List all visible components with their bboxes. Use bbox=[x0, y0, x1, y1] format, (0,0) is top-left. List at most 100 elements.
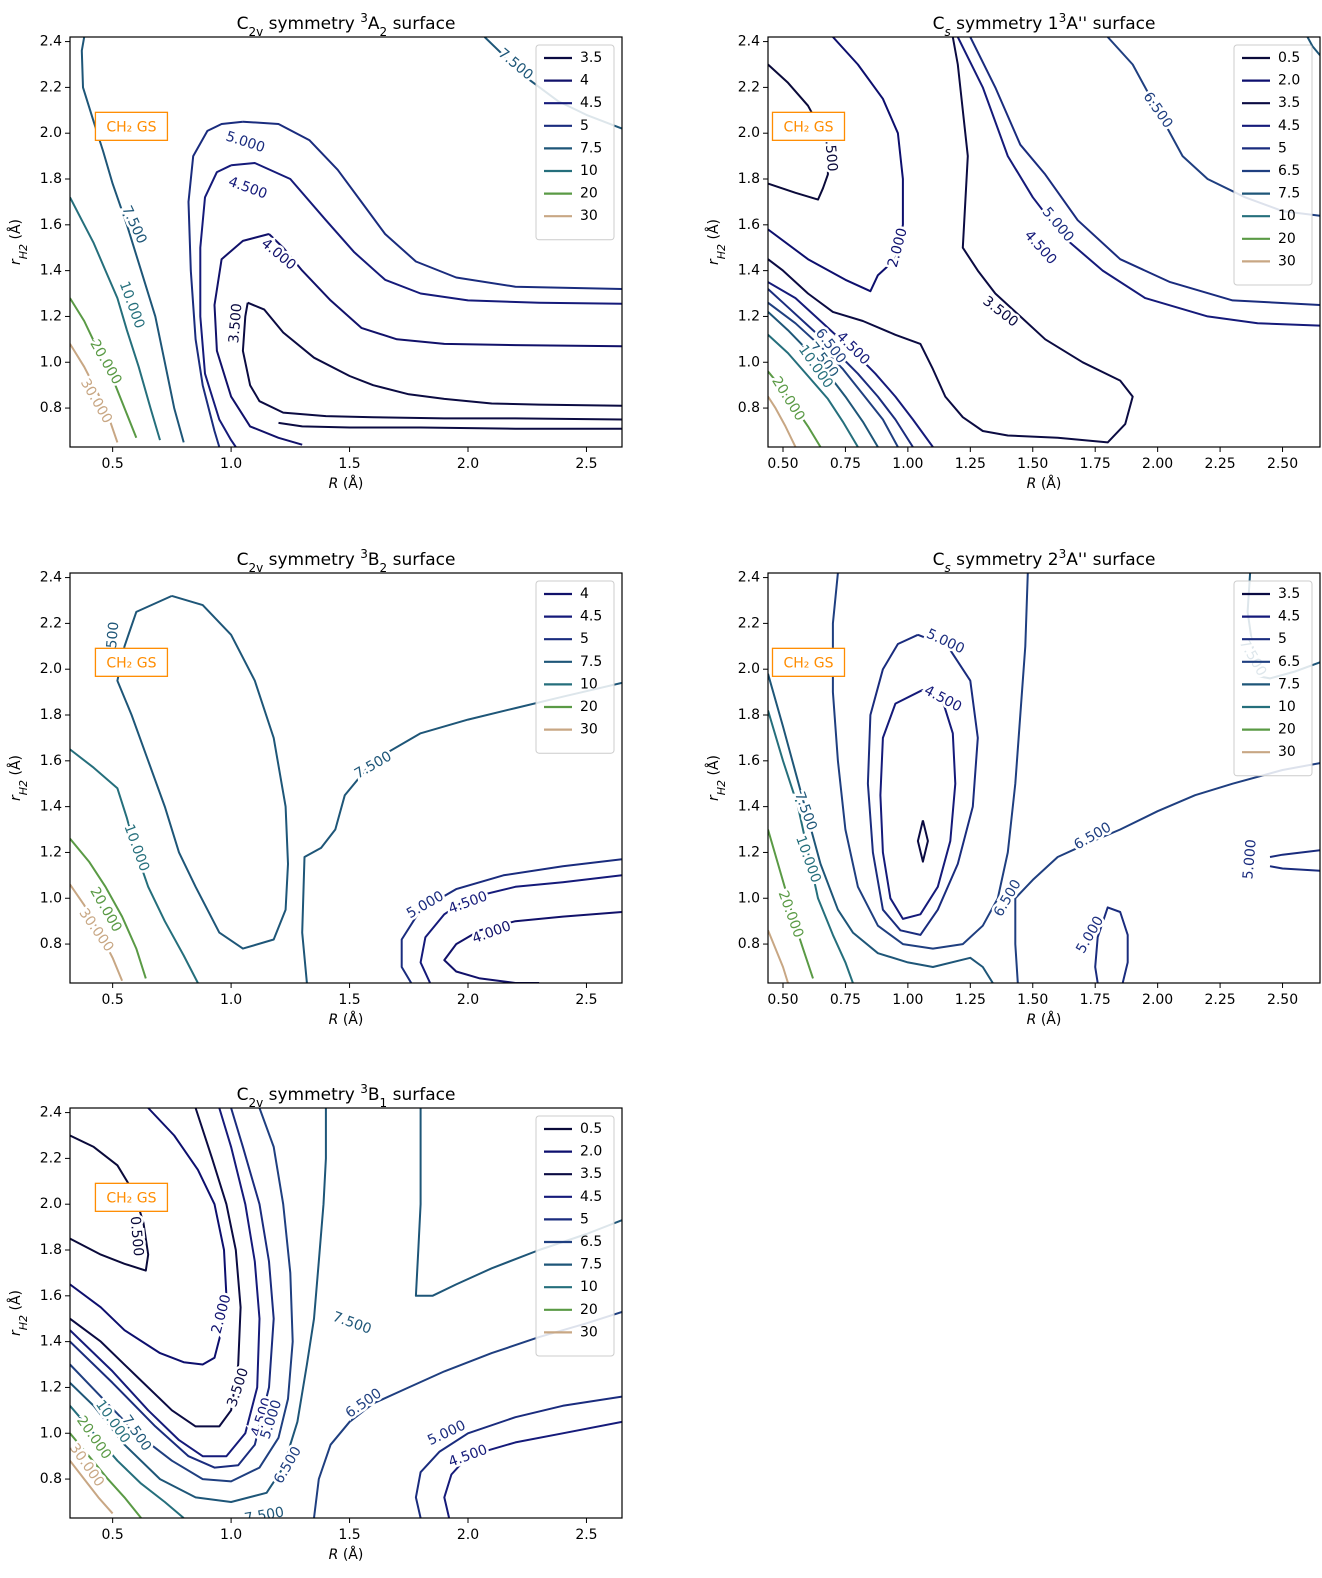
axes-frame bbox=[69, 572, 623, 984]
legend-entry: 4 bbox=[580, 73, 589, 89]
contour-line-level-3-5 bbox=[278, 421, 622, 430]
legend: 3.5 4.5 5 6.5 7.5 10 20 30 bbox=[1233, 580, 1313, 777]
legend-entry: 30 bbox=[580, 722, 598, 738]
x-tick-label: 1.5 bbox=[338, 456, 360, 472]
x-axis-label: R (Å) bbox=[329, 475, 364, 492]
contour-line-level-5 bbox=[1269, 865, 1320, 872]
ch2-gs-annotation: CH₂ GS bbox=[94, 111, 169, 141]
y-tick-label: 1.8 bbox=[40, 171, 62, 187]
contour-label: 7.500 bbox=[330, 1309, 373, 1338]
contour-line-level-7-5 bbox=[70, 1108, 327, 1503]
contour-label: 3.500 bbox=[224, 1366, 252, 1409]
y-tick-label: 1.6 bbox=[40, 1288, 62, 1304]
legend-entry: 4.5 bbox=[1278, 609, 1300, 625]
contour-line-level-6-5 bbox=[70, 1108, 294, 1483]
y-tick-label: 1.2 bbox=[40, 1379, 62, 1395]
legend-entry: 20 bbox=[580, 699, 598, 715]
contour-line-level-20 bbox=[70, 838, 147, 979]
contour-label: 6.500 bbox=[343, 1385, 385, 1421]
chart-title: C2v symmetry 3B1 surface bbox=[237, 1082, 456, 1110]
contour-line-level-5 bbox=[187, 120, 244, 447]
legend-entry: 6.5 bbox=[580, 1234, 602, 1250]
legend-entry: 10 bbox=[1278, 699, 1296, 715]
contour-line-level-10 bbox=[70, 748, 199, 983]
y-tick-label: 0.8 bbox=[738, 936, 760, 952]
contour-line-level-5 bbox=[400, 858, 622, 983]
legend-entry: 5 bbox=[580, 118, 589, 134]
y-tick-label: 1.8 bbox=[40, 1242, 62, 1258]
x-tick-label: 2.5 bbox=[575, 1527, 597, 1543]
legend-entry: 6.5 bbox=[1278, 654, 1300, 670]
x-tick-label: 2.50 bbox=[1267, 992, 1298, 1008]
legend-entry: 5 bbox=[1278, 140, 1287, 156]
annotation-label: CH₂ GS bbox=[106, 119, 156, 135]
contour-line-level-7-5 bbox=[1306, 37, 1320, 56]
y-tick-label: 2.2 bbox=[40, 79, 62, 95]
legend-entry: 7.5 bbox=[580, 140, 602, 156]
x-tick-label: 2.25 bbox=[1205, 456, 1236, 472]
legend-entry: 4 bbox=[580, 586, 589, 602]
legend-entry: 0.5 bbox=[580, 1121, 602, 1137]
x-tick-label: 2.0 bbox=[457, 456, 479, 472]
x-tick-label: 1.25 bbox=[955, 456, 986, 472]
contour-line-level-4-5 bbox=[956, 37, 1320, 327]
legend-entry: 3.5 bbox=[580, 50, 602, 66]
contour-line-level-4-5 bbox=[768, 281, 934, 447]
legend-entry: 20 bbox=[580, 1302, 598, 1318]
axes-frame bbox=[767, 36, 1321, 448]
contour-label: 5.000 bbox=[224, 129, 267, 157]
contour-label: 4.500 bbox=[921, 683, 964, 716]
contour-line-level-10 bbox=[70, 1405, 185, 1518]
legend-entry: 4.5 bbox=[580, 1189, 602, 1205]
y-tick-label: 0.8 bbox=[40, 1471, 62, 1487]
legend-entry: 30 bbox=[1278, 253, 1296, 269]
contour-line-level-2-0 bbox=[70, 1108, 228, 1366]
contour-label: 7.500 bbox=[118, 203, 149, 246]
panel-1: C2v symmetry 3A2 surface 3.500 4.000 4.500 5… bbox=[7, 11, 623, 492]
y-axis-label: rH2 (Å) bbox=[705, 755, 728, 801]
legend-entry: 10 bbox=[580, 1279, 598, 1295]
x-tick-label: 1.25 bbox=[955, 992, 986, 1008]
x-tick-label: 2.0 bbox=[457, 1527, 479, 1543]
x-tick-label: 1.00 bbox=[892, 992, 923, 1008]
contour-line-level-6-5 bbox=[1014, 762, 1320, 983]
contour-line-level-4-5 bbox=[199, 164, 237, 447]
contour-label: 20.000 bbox=[768, 374, 808, 424]
y-tick-label: 1.4 bbox=[738, 263, 760, 279]
y-tick-label: 1.0 bbox=[738, 354, 760, 370]
legend-entry: 2.0 bbox=[1278, 73, 1300, 89]
contour-line-level-5 bbox=[768, 288, 914, 447]
contour-line-level-7-5 bbox=[768, 673, 994, 983]
contour-label: 5.000 bbox=[425, 1418, 468, 1449]
y-tick-label: 2.4 bbox=[40, 34, 62, 50]
contour-label: 6.500 bbox=[271, 1444, 305, 1487]
legend-entry: 5 bbox=[580, 631, 589, 647]
annotation-label: CH₂ GS bbox=[106, 655, 156, 671]
x-tick-label: 0.50 bbox=[767, 992, 798, 1008]
chart-title: C2v symmetry 3B2 surface bbox=[237, 547, 456, 575]
y-axis-label: rH2 (Å) bbox=[7, 219, 30, 265]
legend-entry: 4.5 bbox=[580, 609, 602, 625]
contour-label: 4.500 bbox=[446, 1442, 489, 1471]
contour-line-level-7-5 bbox=[768, 311, 879, 447]
y-tick-label: 2.0 bbox=[40, 1196, 62, 1212]
contour-label: 4.000 bbox=[470, 918, 513, 947]
annotation-label: CH₂ GS bbox=[106, 1190, 156, 1206]
contour-line-level-5 bbox=[70, 1108, 275, 1469]
contour-label: 4.500 bbox=[226, 174, 269, 203]
y-tick-label: 1.4 bbox=[40, 799, 62, 815]
contour-label: 3.500 bbox=[226, 303, 245, 344]
y-tick-label: 2.0 bbox=[40, 661, 62, 677]
contour-label: 0.500 bbox=[127, 1216, 146, 1257]
contour-line-level-30 bbox=[70, 1460, 114, 1515]
contour-label: 7.500 bbox=[791, 790, 820, 833]
annotation-label: CH₂ GS bbox=[783, 655, 833, 671]
contour-label: 20.000 bbox=[775, 889, 807, 941]
x-axis-label: R (Å) bbox=[1027, 475, 1062, 492]
y-tick-label: 1.6 bbox=[738, 217, 760, 233]
x-tick-label: 0.5 bbox=[102, 456, 124, 472]
contour-label: 7.500 bbox=[495, 45, 536, 83]
legend-entry: 4.5 bbox=[1278, 118, 1300, 134]
y-tick-label: 1.2 bbox=[738, 844, 760, 860]
